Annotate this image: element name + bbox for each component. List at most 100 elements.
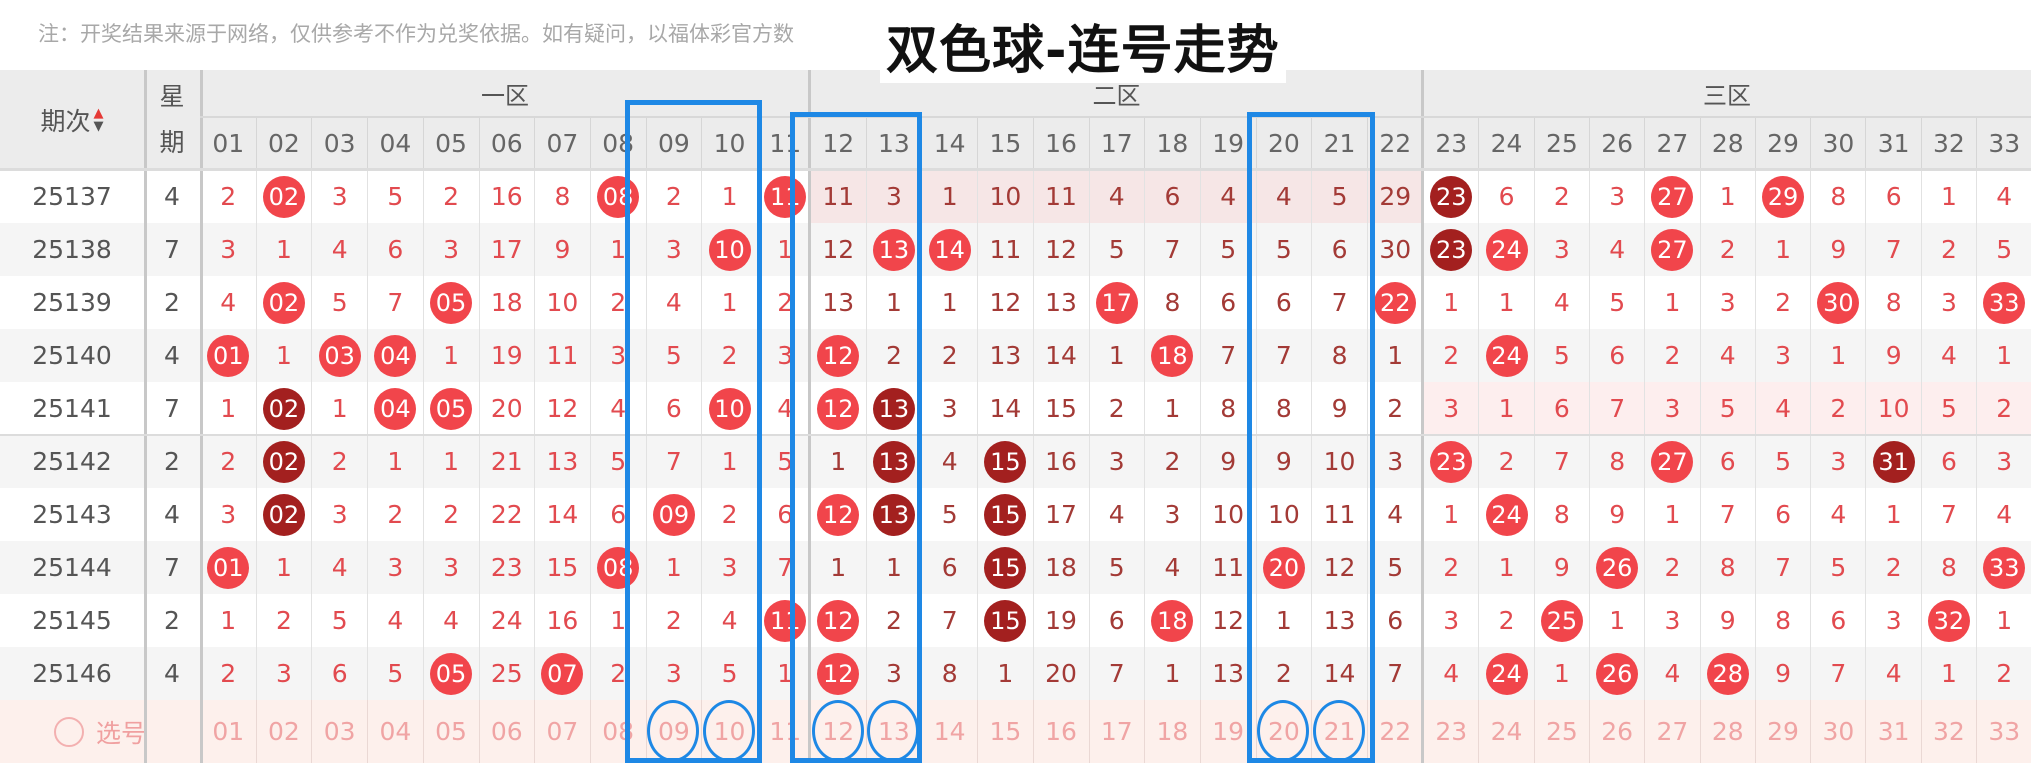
select-number-33[interactable]: 33 (1976, 700, 2031, 763)
omission-cell: 1 (1976, 594, 2031, 647)
omission-cell: 4 (367, 594, 423, 647)
column-header-05[interactable]: 05 (422, 117, 479, 170)
omission-cell: 2 (701, 329, 757, 382)
select-number-01[interactable]: 01 (200, 700, 256, 763)
omission-cell: 1 (255, 329, 312, 382)
column-header-31[interactable]: 31 (1865, 117, 1921, 170)
weekday-cell: 4 (164, 182, 180, 211)
column-header-14[interactable]: 14 (921, 117, 977, 170)
select-number-23[interactable]: 23 (1423, 700, 1479, 763)
column-header-26[interactable]: 26 (1588, 117, 1645, 170)
select-number-10[interactable]: 10 (701, 700, 757, 763)
column-header-12[interactable]: 12 (810, 117, 866, 170)
column-header-09[interactable]: 09 (645, 117, 702, 170)
column-header-32[interactable]: 32 (1920, 117, 1977, 170)
select-number-26[interactable]: 26 (1588, 700, 1645, 763)
select-number-27[interactable]: 27 (1644, 700, 1700, 763)
omission-cell: 2 (1810, 382, 1866, 435)
column-header-29[interactable]: 29 (1754, 117, 1811, 170)
column-header-17[interactable]: 17 (1088, 117, 1145, 170)
column-header-20[interactable]: 20 (1255, 117, 1312, 170)
select-number-30[interactable]: 30 (1810, 700, 1866, 763)
omission-cell: 14 (1032, 329, 1089, 382)
column-header-03[interactable]: 03 (311, 117, 367, 170)
column-header-23[interactable]: 23 (1423, 117, 1479, 170)
omission-cell: 2 (1478, 594, 1534, 647)
sort-icon[interactable]: ▲ ▼ (93, 106, 104, 134)
column-header-11[interactable]: 11 (757, 117, 813, 170)
circle-radio-icon[interactable] (53, 716, 84, 747)
column-header-28[interactable]: 28 (1699, 117, 1756, 170)
select-number-32[interactable]: 32 (1920, 700, 1977, 763)
omission-cell: 3 (921, 382, 977, 435)
select-number-16[interactable]: 16 (1032, 700, 1089, 763)
omission-cell: 4 (1976, 170, 2031, 223)
column-header-13[interactable]: 13 (865, 117, 922, 170)
column-header-06[interactable]: 06 (478, 117, 535, 170)
select-number-09[interactable]: 09 (645, 700, 702, 763)
select-number-15[interactable]: 15 (977, 700, 1033, 763)
consecutive-ball: 13 (872, 493, 915, 536)
drawn-number-cell: 18 (1144, 329, 1200, 382)
omission-cell: 1 (1754, 223, 1811, 276)
column-header-18[interactable]: 18 (1144, 117, 1200, 170)
select-number-18[interactable]: 18 (1144, 700, 1200, 763)
column-header-19[interactable]: 19 (1199, 117, 1256, 170)
select-number-17[interactable]: 17 (1088, 700, 1145, 763)
column-header-07[interactable]: 07 (534, 117, 590, 170)
column-header-01[interactable]: 01 (200, 117, 256, 170)
omission-cell: 2 (200, 435, 256, 488)
select-number-13[interactable]: 13 (865, 700, 922, 763)
drawn-number-cell: 17 (1088, 276, 1145, 329)
select-number-14[interactable]: 14 (921, 700, 977, 763)
omission-cell: 5 (311, 276, 367, 329)
column-header-33[interactable]: 33 (1976, 117, 2031, 170)
select-number-08[interactable]: 08 (589, 700, 646, 763)
select-number-28[interactable]: 28 (1699, 700, 1756, 763)
column-header-30[interactable]: 30 (1810, 117, 1866, 170)
column-header-10[interactable]: 10 (701, 117, 757, 170)
omission-cell: 7 (645, 435, 702, 488)
select-number-21[interactable]: 21 (1311, 700, 1367, 763)
omission-cell: 2 (1920, 223, 1977, 276)
select-number-20[interactable]: 20 (1255, 700, 1312, 763)
omission-cell: 4 (645, 276, 702, 329)
select-number-05[interactable]: 05 (422, 700, 479, 763)
select-number-24[interactable]: 24 (1478, 700, 1534, 763)
select-number-07[interactable]: 07 (534, 700, 590, 763)
select-toggle[interactable]: 选号 (0, 700, 200, 763)
omission-cell: 2 (200, 647, 256, 700)
omission-cell: 13 (1311, 594, 1367, 647)
select-number-06[interactable]: 06 (478, 700, 535, 763)
period-header[interactable]: 期次 ▲ ▼ (0, 70, 144, 170)
column-header-25[interactable]: 25 (1533, 117, 1590, 170)
omission-cell: 6 (367, 223, 423, 276)
column-header-21[interactable]: 21 (1311, 117, 1367, 170)
select-number-31[interactable]: 31 (1865, 700, 1921, 763)
omission-cell: 12 (534, 382, 590, 435)
select-number-25[interactable]: 25 (1533, 700, 1590, 763)
column-header-08[interactable]: 08 (589, 117, 646, 170)
omission-cell: 4 (1865, 647, 1921, 700)
omission-cell: 3 (1367, 435, 1423, 488)
column-header-02[interactable]: 02 (255, 117, 312, 170)
column-header-24[interactable]: 24 (1478, 117, 1534, 170)
select-number-11[interactable]: 11 (757, 700, 813, 763)
column-header-15[interactable]: 15 (977, 117, 1033, 170)
select-number-04[interactable]: 04 (367, 700, 423, 763)
select-number-12[interactable]: 12 (810, 700, 866, 763)
omission-cell: 1 (977, 647, 1033, 700)
select-number-29[interactable]: 29 (1754, 700, 1811, 763)
week-header-top: 星 (159, 82, 185, 111)
omission-cell: 8 (921, 647, 977, 700)
column-header-22[interactable]: 22 (1367, 117, 1423, 170)
omission-cell: 5 (367, 647, 423, 700)
select-number-03[interactable]: 03 (311, 700, 367, 763)
column-header-27[interactable]: 27 (1644, 117, 1700, 170)
select-number-22[interactable]: 22 (1367, 700, 1423, 763)
column-header-04[interactable]: 04 (367, 117, 423, 170)
select-number-19[interactable]: 19 (1199, 700, 1256, 763)
column-header-16[interactable]: 16 (1032, 117, 1089, 170)
omission-cell: 1 (367, 435, 423, 488)
select-number-02[interactable]: 02 (255, 700, 312, 763)
